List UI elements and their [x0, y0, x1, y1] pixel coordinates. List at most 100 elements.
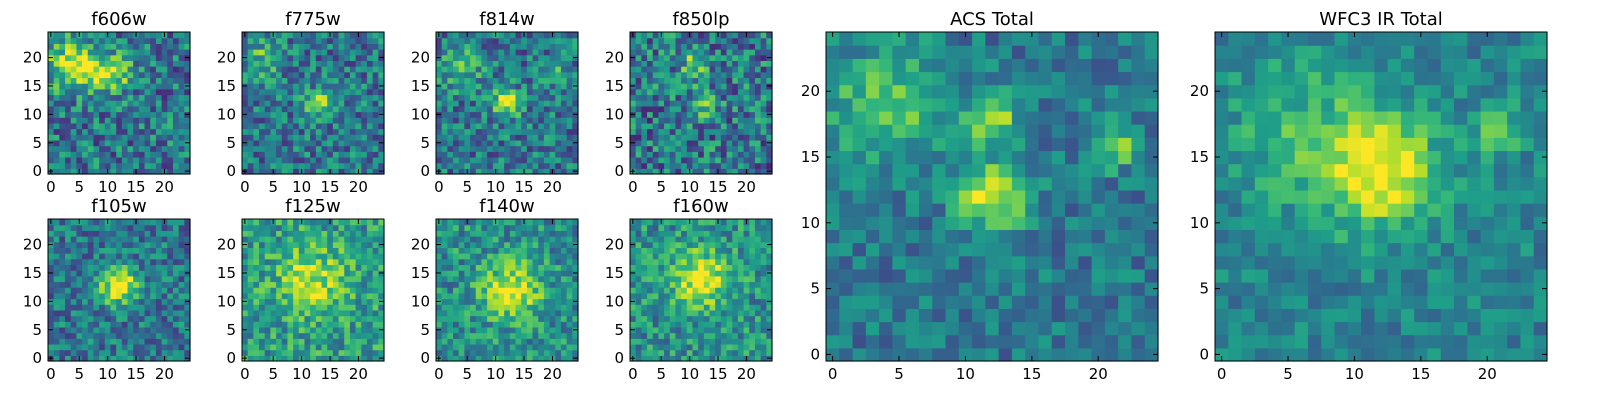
heatmap-cell	[298, 326, 306, 334]
heatmap-cell	[372, 111, 379, 118]
y-tick-label: 0	[420, 162, 430, 180]
y-tick-label: 5	[226, 134, 236, 152]
heatmap-cell	[720, 304, 728, 311]
heatmap-cell	[315, 298, 323, 305]
heatmap-cell	[709, 134, 716, 141]
heatmap-cell	[566, 32, 573, 39]
y-tick-label: 20	[23, 236, 42, 254]
heatmap-cell	[720, 32, 728, 39]
heatmap-cell	[361, 270, 368, 277]
heatmap-cell	[144, 304, 151, 311]
heatmap-cell	[127, 219, 134, 226]
heatmap-cell	[349, 219, 357, 226]
heatmap-cell	[133, 298, 140, 305]
heatmap-cell	[161, 315, 168, 322]
heatmap-cell	[760, 37, 767, 44]
heatmap-cell	[259, 162, 266, 169]
heatmap-cell	[65, 43, 72, 50]
heatmap-cell	[487, 332, 494, 339]
heatmap-cell	[121, 71, 129, 79]
heatmap-cell	[270, 253, 277, 260]
heatmap-cell	[737, 162, 745, 169]
heatmap-cell	[321, 258, 328, 266]
heatmap-cell	[475, 32, 483, 39]
heatmap-cell	[726, 156, 733, 164]
heatmap-cell	[378, 43, 385, 50]
heatmap-cell	[749, 321, 756, 328]
heatmap-cell	[127, 77, 134, 84]
heatmap-cell	[737, 355, 745, 362]
heatmap-cell	[458, 309, 465, 317]
heatmap-cell	[470, 304, 477, 311]
heatmap-cell	[658, 321, 665, 328]
heatmap-cell	[133, 236, 140, 243]
heatmap-cell	[698, 168, 705, 175]
heatmap-cell	[464, 60, 471, 67]
heatmap-cell	[178, 292, 185, 300]
heatmap-cell	[155, 37, 163, 44]
heatmap-cell	[538, 355, 545, 362]
heatmap-cell	[361, 298, 368, 305]
heatmap-cell	[127, 292, 134, 300]
heatmap-cell	[703, 83, 711, 90]
heatmap-cell	[293, 128, 300, 135]
heatmap-cell	[167, 281, 174, 288]
heatmap-cell	[259, 71, 266, 79]
heatmap-cell	[287, 326, 294, 334]
heatmap-cell	[754, 292, 762, 300]
heatmap-cell	[378, 343, 385, 351]
heatmap-cell	[453, 236, 460, 243]
heatmap-cell	[184, 338, 191, 345]
heatmap-cell	[338, 230, 345, 237]
heatmap-cell	[703, 309, 711, 317]
heatmap-cell	[647, 168, 654, 175]
heatmap-cell	[253, 32, 260, 39]
heatmap-cell	[259, 258, 266, 266]
heatmap-cell	[76, 332, 83, 339]
heatmap-cell	[138, 264, 146, 271]
heatmap-cell	[458, 355, 465, 362]
heatmap-cell	[526, 281, 534, 288]
heatmap-cell	[766, 66, 773, 73]
heatmap-cell	[321, 100, 328, 107]
heatmap-cell	[709, 43, 716, 50]
heatmap-cell	[509, 326, 517, 334]
heatmap-cell	[475, 49, 483, 56]
heatmap-cell	[441, 287, 448, 294]
heatmap-cell	[481, 54, 488, 61]
heatmap-cell	[698, 315, 705, 322]
heatmap-cell	[167, 349, 174, 356]
heatmap-cell	[65, 156, 72, 164]
heatmap-cell	[161, 105, 168, 113]
heatmap-cell	[104, 43, 112, 50]
heatmap-cell	[515, 117, 522, 124]
heatmap-cell	[555, 219, 562, 226]
heatmap-cell	[127, 71, 134, 79]
heatmap-cell	[138, 94, 146, 101]
heatmap-cell	[692, 94, 699, 101]
heatmap-cell	[726, 355, 733, 362]
heatmap-cell	[315, 315, 323, 322]
heatmap-cell	[441, 139, 448, 147]
heatmap-cell	[572, 224, 579, 231]
heatmap-cell	[749, 88, 756, 96]
heatmap-cell	[99, 128, 106, 135]
heatmap-cell	[447, 304, 454, 311]
heatmap-cell	[669, 349, 677, 356]
heatmap-cell	[749, 338, 756, 345]
heatmap-cell	[641, 281, 648, 288]
heatmap-cell	[281, 343, 289, 351]
heatmap-cell	[116, 275, 123, 283]
heatmap-cell	[453, 134, 460, 141]
heatmap-cell	[315, 304, 323, 311]
heatmap-cell	[709, 49, 716, 56]
heatmap-cell	[355, 162, 362, 169]
heatmap-cell	[686, 281, 694, 288]
heatmap-cell	[481, 241, 488, 248]
heatmap-cell	[167, 309, 174, 317]
heatmap-cell	[304, 105, 311, 113]
heatmap-cell	[127, 247, 134, 254]
heatmap-cell	[161, 298, 168, 305]
heatmap-cell	[543, 71, 551, 79]
heatmap-cell	[76, 117, 83, 124]
